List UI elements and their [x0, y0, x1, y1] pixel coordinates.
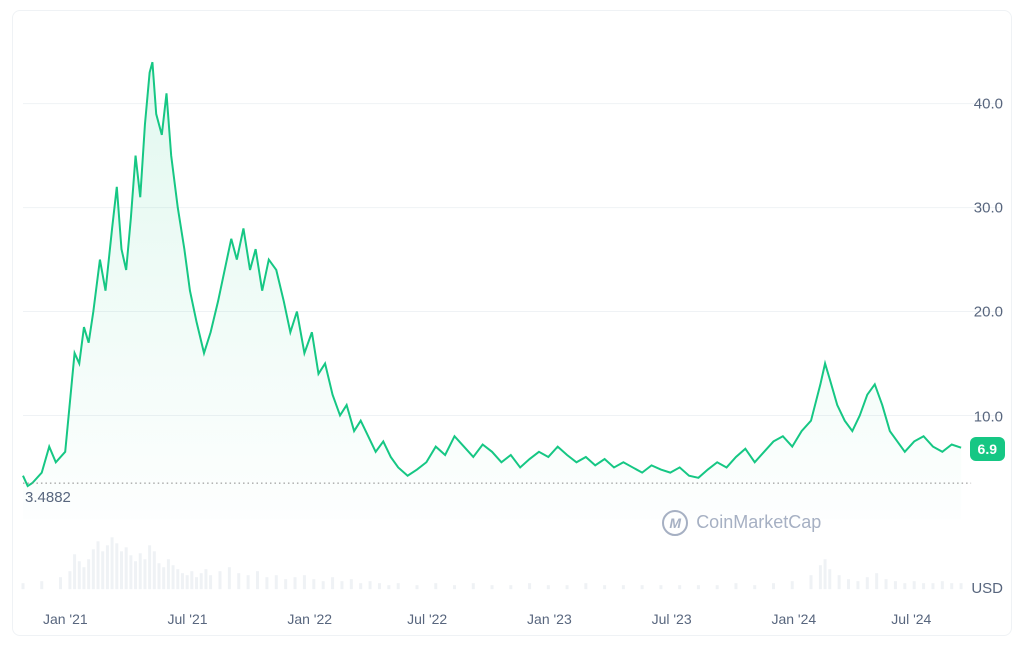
coinmarketcap-icon: M [662, 510, 688, 536]
y-axis-tick: 20.0 [974, 304, 1003, 321]
current-price-badge: 6.9 [970, 437, 1005, 461]
watermark-text: CoinMarketCap [696, 512, 821, 533]
currency-label: USD [971, 580, 1003, 597]
x-axis-tick: Jul '21 [167, 611, 207, 627]
x-axis-tick: Jan '22 [287, 611, 332, 627]
y-axis-tick: 10.0 [974, 408, 1003, 425]
watermark: M CoinMarketCap [662, 510, 821, 536]
x-axis-tick: Jul '23 [652, 611, 692, 627]
y-axis-tick: 40.0 [974, 95, 1003, 112]
x-axis-tick: Jul '22 [407, 611, 447, 627]
price-chart[interactable]: 10.0 20.0 30.0 40.0 Jan '21 Jul '21 Jan '22 Ju… [12, 10, 1012, 636]
x-axis-tick: Jan '21 [43, 611, 88, 627]
x-axis-tick: Jan '23 [527, 611, 572, 627]
y-axis-tick: 30.0 [974, 200, 1003, 217]
x-axis-tick: Jan '24 [771, 611, 816, 627]
start-value-label: 3.4882 [25, 489, 71, 506]
chart-svg [13, 11, 1011, 635]
x-axis-tick: Jul '24 [891, 611, 931, 627]
